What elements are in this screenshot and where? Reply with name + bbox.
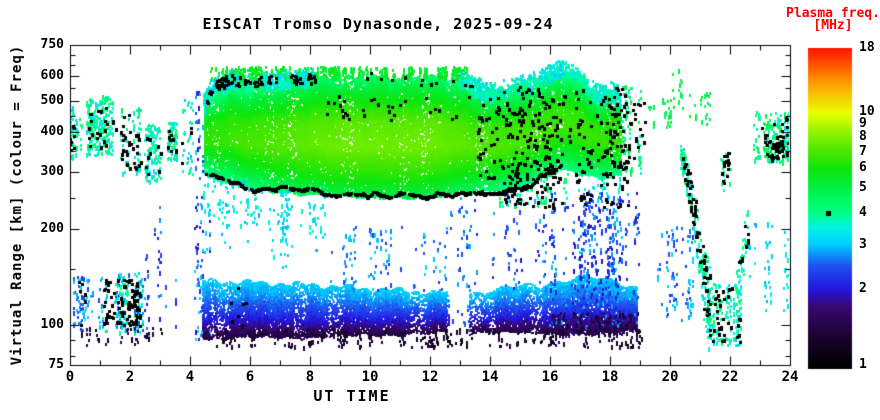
x-tick-label: 16 (541, 369, 559, 385)
y-tick-label: 600 (40, 68, 64, 83)
colorbar-title-line1: Plasma freq. (786, 6, 880, 21)
x-tick-label: 2 (125, 369, 135, 385)
y-tick-label: 200 (40, 220, 64, 236)
x-tick-label: 22 (721, 369, 739, 385)
colorbar-title-line2: [MHz] (813, 18, 853, 33)
colorbar-title: Plasma freq. [MHz] (786, 6, 880, 33)
y-tick-label: 750 (40, 37, 64, 52)
x-tick-label: 6 (245, 369, 255, 385)
x-tick-label: 14 (481, 369, 499, 385)
y-tick-label: 100 (40, 317, 64, 333)
x-tick-label: 18 (601, 369, 619, 385)
x-tick-label: 24 (781, 369, 799, 385)
x-tick-label: 4 (185, 369, 195, 385)
x-tick-label: 10 (361, 369, 379, 385)
y-tick-label: 300 (40, 164, 64, 180)
y-tick-label: 400 (40, 124, 64, 140)
x-tick-label: 20 (661, 369, 679, 385)
x-tick-label: 0 (65, 369, 75, 385)
x-tick-label: 8 (305, 369, 315, 385)
x-tick-label: 12 (421, 369, 439, 385)
y-tick-label: 500 (40, 93, 64, 109)
chart-title: EISCAT Tromso Dynasonde, 2025-09-24 (202, 15, 554, 33)
x-axis-label: UT TIME (313, 387, 391, 405)
y-tick-label: 75 (48, 357, 64, 372)
